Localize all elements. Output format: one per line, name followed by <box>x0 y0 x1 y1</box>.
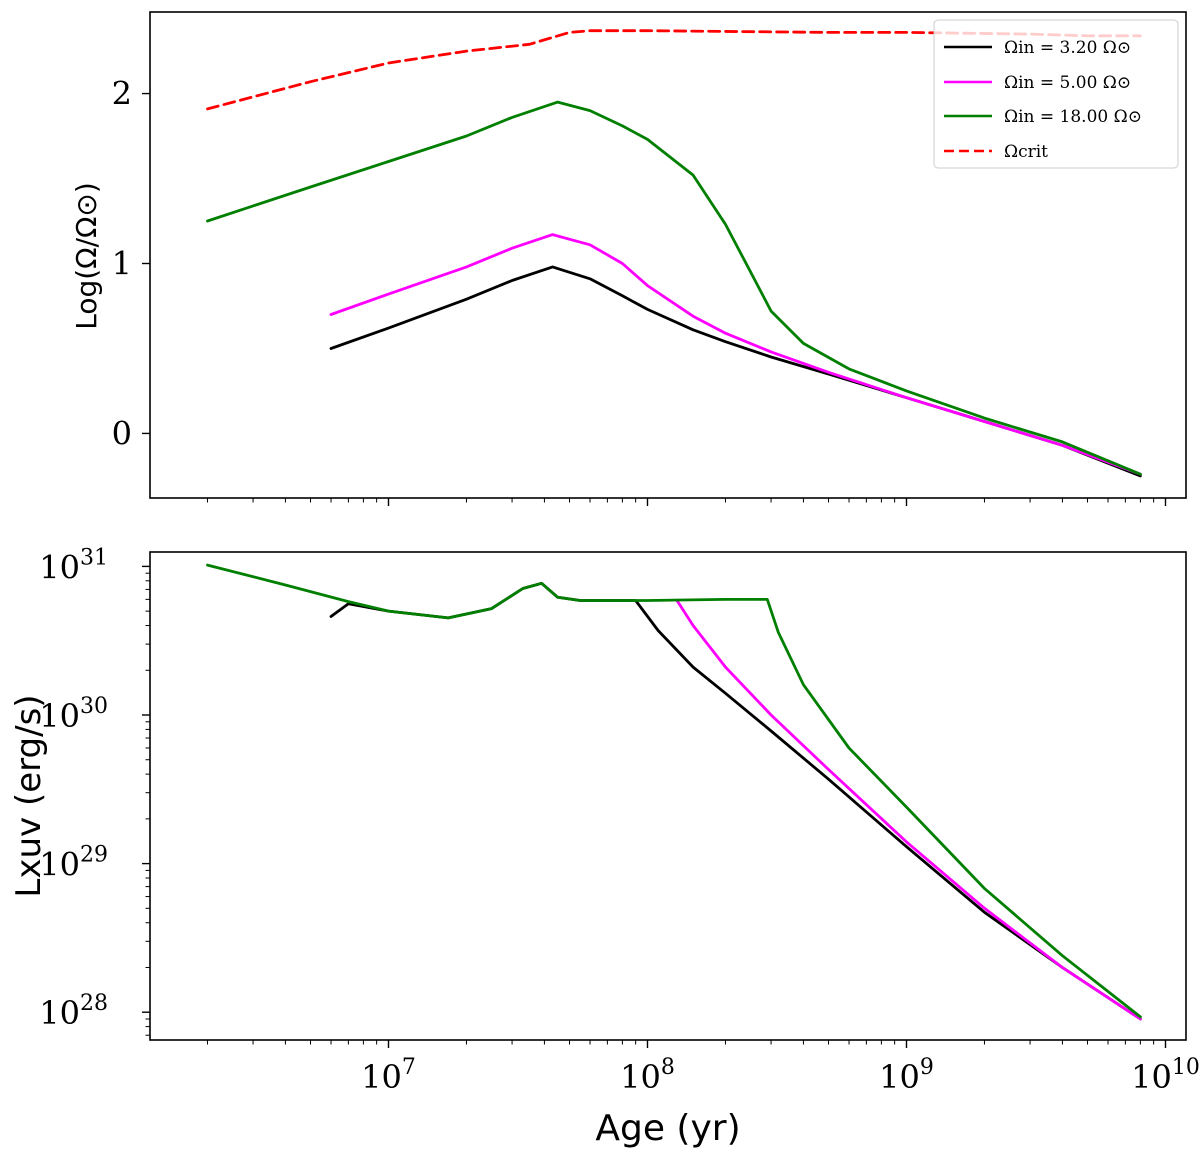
legend-entry-omega-5-00: Ωin = 5.00 Ω⊙ <box>944 73 1131 93</box>
legend-box <box>933 19 1179 169</box>
top-series-line-omega-crit <box>206 29 1142 111</box>
legend-label-omega-5-00: Ωin = 5.00 Ω⊙ <box>1004 73 1131 93</box>
legend: Ωin = 3.20 Ω⊙ Ωin = 5.00 Ω⊙ Ωin = 18.00 … <box>933 19 1179 169</box>
bottom-x-ticks: 107 108 109 1010 <box>206 1040 1200 1096</box>
bottom-panel: 1028 1029 1030 1031 107 108 109 1010 Lxuv (erg… <box>9 545 1200 1149</box>
top-y-tick-label: 0 <box>112 414 132 452</box>
bottom-series-lines <box>206 563 1142 1021</box>
bottom-x-tick-label: 1010 <box>1131 1055 1200 1096</box>
top-series-line-omega-18-00 <box>206 100 1142 476</box>
top-series-lines <box>206 29 1142 478</box>
top-axes-frame <box>149 11 1187 499</box>
bottom-y-tick-label: 1029 <box>39 843 108 884</box>
bottom-x-tick-label: 108 <box>620 1055 675 1096</box>
x-axis-label: Age (yr) <box>595 1108 740 1149</box>
top-series-line-omega-3-20 <box>329 265 1142 478</box>
top-panel: 0 1 2 Log(Ω/Ω⊙) Ωin = 3.20 Ω⊙ Ωin = 5.00 Ω… <box>70 11 1187 506</box>
legend-label-omega-3-20: Ωin = 3.20 Ω⊙ <box>1004 38 1131 58</box>
bottom-y-tick-label: 1028 <box>39 991 108 1032</box>
bottom-x-tick-label: 107 <box>361 1055 416 1096</box>
bottom-y-axis-label: Lxuv (erg/s) <box>9 694 49 897</box>
bottom-x-tick-label: 109 <box>879 1055 934 1096</box>
bottom-series-line-omega-5-00 <box>675 599 1142 1021</box>
top-y-ticks: 0 1 2 <box>112 75 150 452</box>
legend-label-omega-18-00: Ωin = 18.00 Ω⊙ <box>1004 107 1142 127</box>
legend-entry-omega-crit: Ωcrit <box>944 142 1048 162</box>
top-y-tick-label: 1 <box>112 244 132 282</box>
bottom-y-ticks: 1028 1029 1030 1031 <box>39 545 150 1036</box>
legend-entry-omega-3-20: Ωin = 3.20 Ω⊙ <box>944 38 1131 58</box>
legend-label-omega-crit: Ωcrit <box>1004 142 1048 162</box>
top-y-tick-label: 2 <box>112 75 132 113</box>
top-x-ticks <box>206 498 1167 506</box>
bottom-y-tick-label: 1031 <box>39 545 108 586</box>
bottom-y-tick-label: 1030 <box>39 694 108 735</box>
bottom-series-line-omega-18-00 <box>206 563 1142 1019</box>
top-y-axis-label: Log(Ω/Ω⊙) <box>70 182 103 330</box>
top-series-line-omega-5-00 <box>329 233 1142 476</box>
bottom-series-line-omega-3-20 <box>329 581 1142 1021</box>
legend-entry-omega-18-00: Ωin = 18.00 Ω⊙ <box>944 107 1142 127</box>
bottom-axes-frame <box>149 551 1187 1041</box>
